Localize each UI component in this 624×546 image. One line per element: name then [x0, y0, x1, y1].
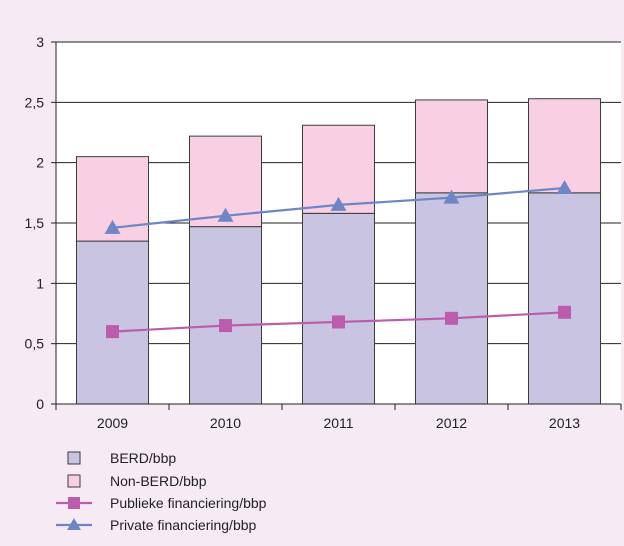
bar-berd-2012 [415, 192, 488, 405]
legend-label-berd: BERD/bbp [110, 450, 176, 466]
axes: 0 0,5 1 1,5 2 2,5 3 2009 2010 2011 2012 2013 [25, 34, 622, 431]
x-tick-label-2009: 2009 [97, 415, 128, 431]
bar-berd-2013 [528, 192, 601, 405]
legend-swatch-non-berd [67, 474, 81, 488]
legend-marker-publieke [68, 497, 80, 509]
x-tick-label-2013: 2013 [549, 415, 580, 431]
legend: BERD/bbp Non-BERD/bbp Publieke financierin… [56, 450, 267, 533]
marker-private-2010 [217, 207, 234, 222]
bar-non-berd-2012 [415, 99, 488, 194]
legend-swatch-berd [67, 451, 81, 465]
legend-label-private: Private financiering/bbp [110, 517, 257, 533]
y-tick-label-6: 3 [36, 34, 44, 50]
bar-non-berd-2013 [528, 98, 601, 194]
marker-publieke-2009 [106, 325, 119, 339]
marker-publieke-2012 [445, 311, 458, 325]
y-tick-label-3: 1,5 [25, 215, 45, 231]
x-tick-label-2012: 2012 [436, 415, 467, 431]
marker-private-2013 [556, 180, 573, 195]
legend-label-publieke: Publieke financiering/bbp [110, 495, 267, 511]
marker-private-2011 [330, 196, 347, 211]
x-tick-label-2011: 2011 [323, 415, 353, 431]
bars [76, 98, 601, 405]
x-tick-label-2010: 2010 [210, 415, 241, 431]
y-tick-label-4: 2 [36, 155, 44, 171]
y-tick-label-0: 0 [36, 396, 44, 412]
bar-berd-2010 [189, 226, 262, 405]
legend-marker-private [67, 518, 81, 530]
y-tick-label-5: 2,5 [25, 94, 45, 110]
marker-private-2012 [443, 189, 460, 204]
marker-publieke-2013 [558, 305, 571, 319]
y-tick-label-2: 1 [36, 275, 44, 291]
bar-berd-2009 [76, 240, 149, 405]
y-tick-label-1: 0,5 [25, 336, 45, 352]
bar-berd-2011 [302, 212, 375, 405]
marker-private-2009 [104, 219, 121, 234]
marker-publieke-2010 [219, 319, 232, 333]
lines [104, 180, 573, 339]
marker-publieke-2011 [332, 315, 345, 329]
legend-label-non-berd: Non-BERD/bbp [110, 473, 207, 489]
